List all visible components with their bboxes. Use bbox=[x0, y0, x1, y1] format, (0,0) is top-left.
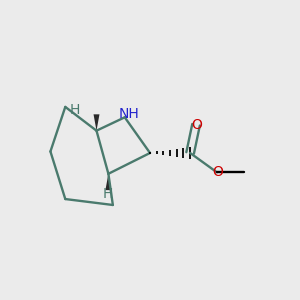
Text: NH: NH bbox=[118, 107, 139, 121]
Polygon shape bbox=[105, 174, 111, 190]
Text: H: H bbox=[103, 187, 113, 201]
Polygon shape bbox=[94, 114, 100, 131]
Text: O: O bbox=[212, 165, 223, 179]
Text: O: O bbox=[191, 118, 202, 132]
Text: H: H bbox=[70, 103, 80, 118]
